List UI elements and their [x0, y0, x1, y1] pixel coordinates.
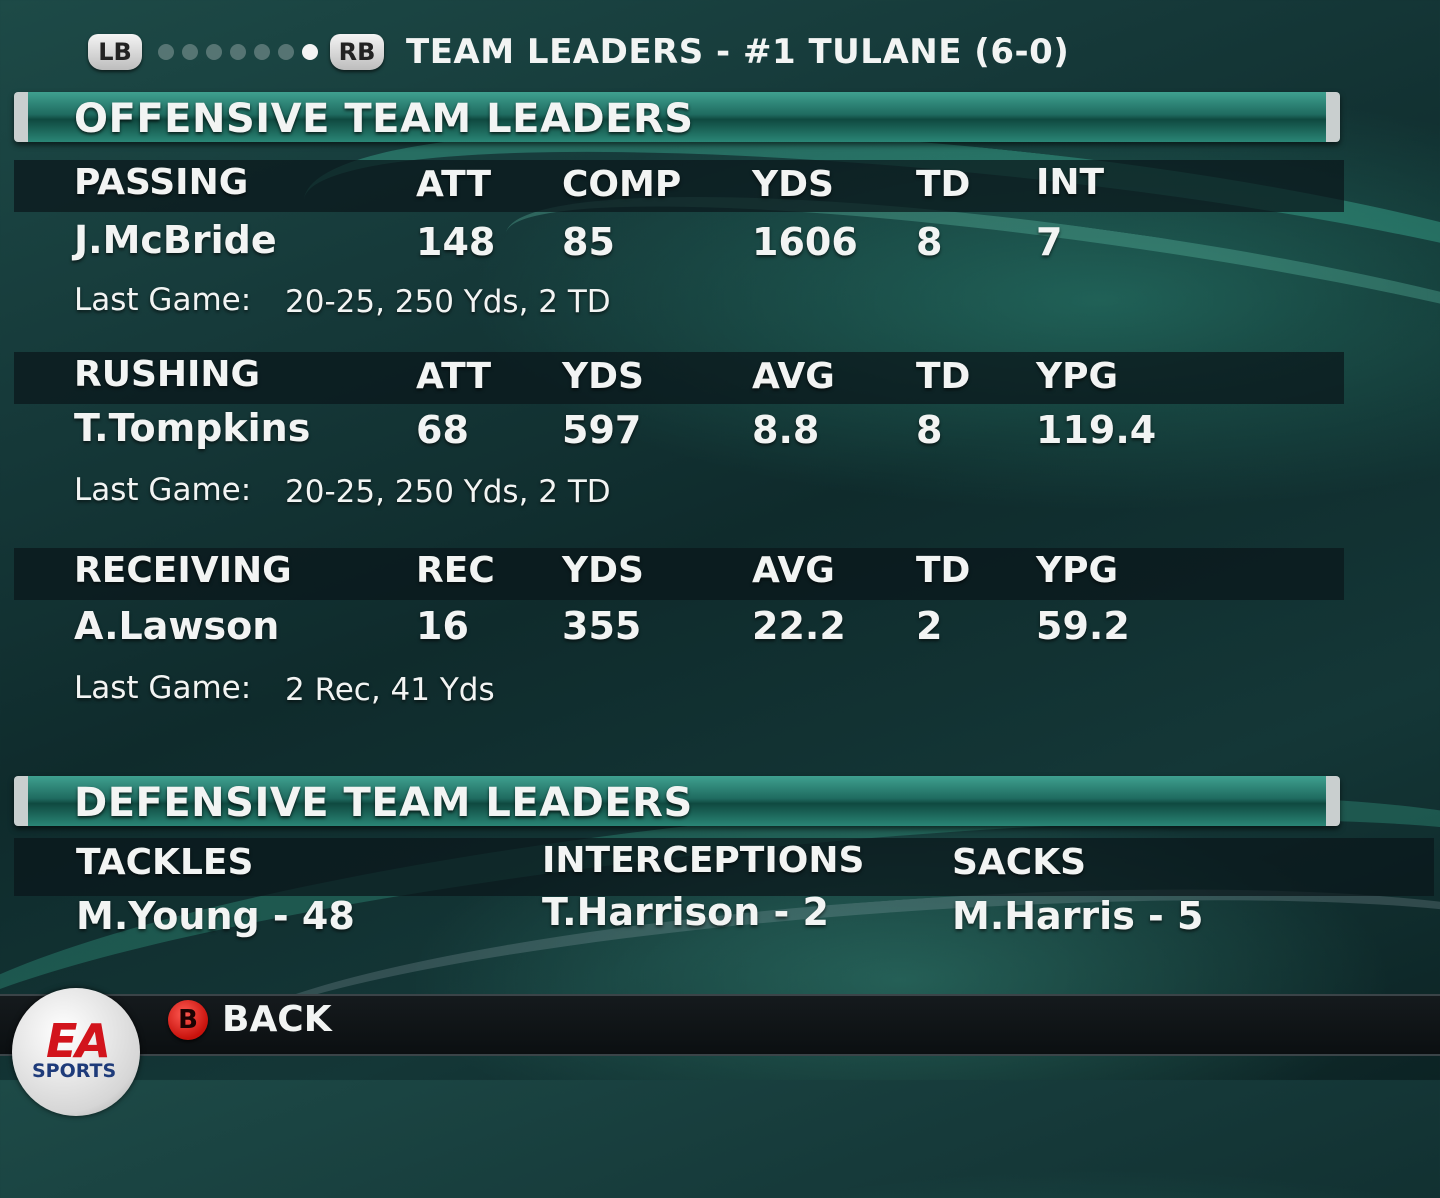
rushing-att-value: 68	[416, 408, 469, 452]
sacks-leader[interactable]: M.Harris - 5	[952, 894, 1204, 938]
receiving-header-band	[14, 548, 1344, 600]
interceptions-label: INTERCEPTIONS	[542, 840, 865, 881]
receiving-last-game-value: 2 Rec, 41 Yds	[285, 672, 495, 708]
rushing-col-yds: YDS	[562, 356, 644, 397]
rushing-player-name[interactable]: T.Tompkins	[74, 406, 311, 450]
page-dot	[230, 44, 246, 60]
receiving-last-game-label: Last Game:	[74, 670, 252, 706]
rb-bumper-icon[interactable]: RB	[330, 34, 384, 70]
offensive-section-title: OFFENSIVE TEAM LEADERS	[74, 96, 694, 142]
rushing-last-game-value: 20-25, 250 Yds, 2 TD	[285, 474, 611, 510]
page-dot	[278, 44, 294, 60]
rushing-yds-value: 597	[562, 408, 642, 452]
rushing-col-ypg: YPG	[1036, 356, 1119, 397]
passing-td-value: 8	[916, 220, 943, 264]
footer-bar	[0, 994, 1440, 1056]
page-indicator	[158, 44, 318, 60]
passing-header-band	[14, 160, 1344, 212]
rushing-col-avg: AVG	[752, 356, 835, 397]
defensive-section-title: DEFENSIVE TEAM LEADERS	[74, 780, 693, 826]
rushing-td-value: 8	[916, 408, 943, 452]
passing-col-att: ATT	[416, 164, 492, 205]
passing-col-comp: COMP	[562, 164, 682, 205]
page-dot	[206, 44, 222, 60]
passing-player-name[interactable]: J.McBride	[74, 218, 277, 262]
lb-bumper-icon[interactable]: LB	[88, 34, 142, 70]
receiving-col-td: TD	[916, 550, 971, 591]
receiving-td-value: 2	[916, 604, 943, 648]
rushing-col-td: TD	[916, 356, 971, 397]
sacks-label: SACKS	[952, 842, 1087, 883]
passing-col-td: TD	[916, 164, 971, 205]
passing-col-int: INT	[1036, 162, 1105, 203]
rushing-ypg-value: 119.4	[1036, 408, 1157, 452]
receiving-col-rec: REC	[416, 550, 495, 591]
ea-sports-logo: EA SPORTS	[12, 988, 140, 1116]
offensive-section-header: OFFENSIVE TEAM LEADERS	[14, 92, 1340, 142]
ea-logo-text: SPORTS	[32, 1060, 117, 1082]
page-dot	[158, 44, 174, 60]
passing-last-game-value: 20-25, 250 Yds, 2 TD	[285, 284, 611, 320]
page-dot	[182, 44, 198, 60]
tackles-leader[interactable]: M.Young - 48	[76, 894, 355, 938]
receiving-rec-value: 16	[416, 604, 469, 648]
page-title: TEAM LEADERS - #1 TULANE (6-0)	[406, 32, 1070, 72]
rushing-last-game-label: Last Game:	[74, 472, 252, 508]
ea-logo-mark: EA	[46, 1014, 111, 1068]
receiving-yds-value: 355	[562, 604, 642, 648]
receiving-player-name[interactable]: A.Lawson	[74, 604, 280, 648]
passing-category-label: PASSING	[74, 162, 249, 203]
interceptions-leader[interactable]: T.Harrison - 2	[542, 890, 829, 934]
passing-comp-value: 85	[562, 220, 615, 264]
tackles-label: TACKLES	[76, 842, 254, 883]
page-dot-active	[302, 44, 318, 60]
passing-yds-value: 1606	[752, 220, 858, 264]
receiving-ypg-value: 59.2	[1036, 604, 1130, 648]
defensive-section-header: DEFENSIVE TEAM LEADERS	[14, 776, 1340, 826]
b-button-icon[interactable]: B	[168, 1000, 208, 1040]
passing-int-value: 7	[1036, 220, 1063, 264]
page-navigation-bar: LB RB TEAM LEADERS - #1 TULANE (6-0)	[88, 30, 1069, 74]
rushing-category-label: RUSHING	[74, 354, 261, 395]
receiving-col-avg: AVG	[752, 550, 835, 591]
receiving-avg-value: 22.2	[752, 604, 846, 648]
receiving-col-yds: YDS	[562, 550, 644, 591]
back-button-label[interactable]: BACK	[222, 999, 332, 1040]
defense-header-band	[14, 838, 1434, 896]
passing-last-game-label: Last Game:	[74, 282, 252, 318]
page-dot	[254, 44, 270, 60]
rushing-header-band	[14, 352, 1344, 404]
receiving-col-ypg: YPG	[1036, 550, 1119, 591]
rushing-col-att: ATT	[416, 356, 492, 397]
rushing-avg-value: 8.8	[752, 408, 820, 452]
receiving-category-label: RECEIVING	[74, 550, 292, 591]
passing-col-yds: YDS	[752, 164, 834, 205]
passing-att-value: 148	[416, 220, 496, 264]
